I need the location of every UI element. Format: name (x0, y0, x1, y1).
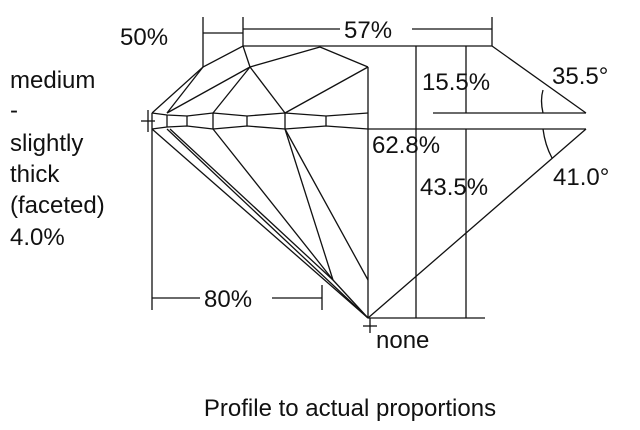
crown-angle-label: 35.5° (552, 63, 608, 90)
girdle-label-6: 4.0% (10, 224, 65, 251)
girdle-label-4: thick (10, 161, 60, 188)
crown-outline (151, 45, 587, 114)
culet-label: none (376, 327, 429, 354)
dimension-lines (141, 17, 553, 333)
girdle (151, 112, 586, 130)
girdle-label-1: medium (10, 67, 95, 94)
crown-ratio-label: 50% (120, 24, 168, 51)
caption: Profile to actual proportions (204, 395, 496, 422)
pavilion-depth-label: 43.5% (420, 174, 488, 201)
crown-height-label: 15.5% (422, 69, 490, 96)
girdle-label-3: slightly (10, 130, 83, 157)
girdle-label-5: (faceted) (10, 192, 105, 219)
labels: 50% 57% medium - slightly thick (faceted… (10, 17, 609, 422)
girdle-label-2: - (10, 97, 18, 124)
table-label: 57% (344, 17, 392, 44)
lower-half-label: 80% (204, 286, 252, 313)
pavilion (151, 67, 587, 319)
total-depth-label: 62.8% (372, 132, 440, 159)
pavilion-angle-label: 41.0° (553, 164, 609, 191)
